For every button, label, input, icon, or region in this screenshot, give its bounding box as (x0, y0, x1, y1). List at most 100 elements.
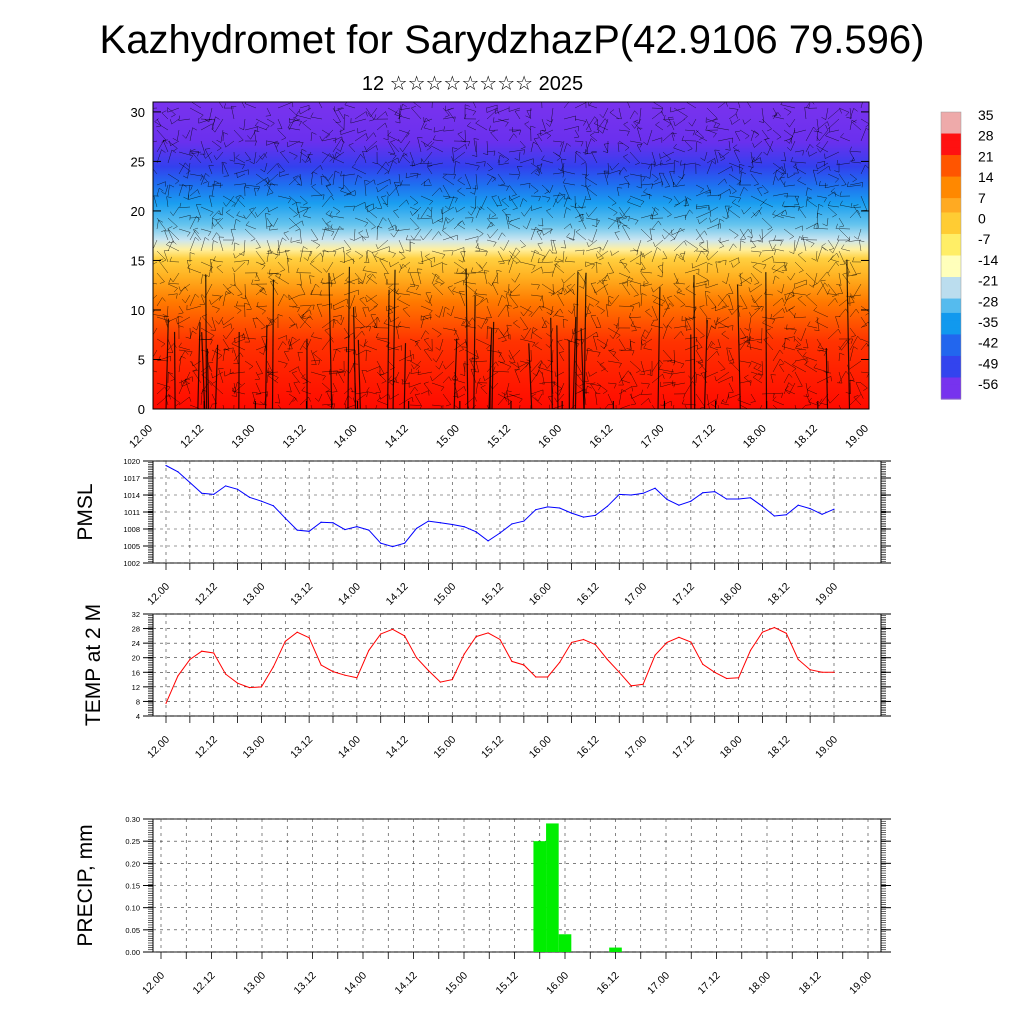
wind-barb (849, 108, 854, 120)
wind-barb-feather (779, 358, 784, 363)
wind-barb-feather (545, 344, 550, 348)
wind-barb (541, 184, 550, 192)
y-tick-label: 5 (138, 352, 145, 367)
wind-barb (838, 404, 842, 409)
x-tick-label: 13.12 (281, 423, 309, 451)
wind-barb (541, 195, 551, 199)
wind-barb (733, 147, 741, 153)
wind-barb-feather (351, 163, 356, 168)
wind-streak (657, 287, 661, 409)
data-point (487, 540, 489, 542)
wind-barb (354, 133, 367, 142)
wind-barb-feather (402, 153, 408, 157)
wind-barb (563, 196, 568, 208)
wind-barb (717, 137, 733, 142)
wind-barb (673, 360, 685, 365)
wind-barb (629, 338, 632, 350)
wind-barb-feather (720, 368, 726, 372)
wind-barb-feather (424, 348, 430, 351)
wind-barb (853, 397, 862, 406)
data-point (380, 633, 382, 635)
wind-barb-feather (762, 319, 767, 324)
wind-barb-feather (326, 184, 332, 187)
y-tick-label: 0.30 (125, 815, 140, 824)
wind-barb (728, 140, 731, 151)
colorbar-label: 7 (978, 190, 986, 206)
wind-barb-feather (816, 142, 821, 146)
data-point (535, 676, 537, 678)
wind-streak (214, 344, 219, 409)
wind-barb-feather (365, 111, 368, 117)
wind-barb (321, 250, 337, 252)
wind-barb (710, 206, 719, 212)
data-point (511, 523, 513, 525)
wind-barb (749, 338, 763, 342)
wind-barb-feather (350, 387, 354, 393)
wind-barb (849, 371, 855, 381)
wind-barb-feather (797, 348, 803, 351)
wind-barb-feather (291, 202, 297, 206)
wind-barb (497, 334, 511, 340)
wind-barb-feather (240, 352, 244, 358)
wind-barb (301, 390, 312, 395)
data-point (296, 631, 298, 633)
wind-barb (794, 283, 807, 289)
wind-barb-feather (284, 363, 288, 368)
wind-barb-feather (159, 187, 164, 192)
wind-barb (414, 394, 422, 406)
data-point (785, 632, 787, 634)
wind-barb-feather (333, 319, 336, 324)
wind-barb (651, 111, 663, 120)
wind-barb-feather (442, 263, 448, 265)
wind-barb-feather (267, 207, 269, 213)
wind-barb-feather (366, 392, 368, 398)
colorbar-label: 14 (978, 169, 994, 185)
wind-barb-feather (433, 282, 438, 286)
wind-barb-feather (617, 216, 622, 221)
wind-barb-feather (503, 290, 509, 293)
wind-barb-feather (192, 369, 197, 372)
wind-barb (655, 239, 664, 247)
y-tick-label: 0.05 (125, 926, 140, 935)
wind-barb (200, 173, 206, 186)
wind-barb (563, 143, 568, 153)
wind-barb-feather (709, 206, 711, 212)
wind-barb-feather (243, 214, 247, 220)
wind-barb (618, 206, 627, 219)
wind-barb-feather (386, 191, 390, 197)
wind-barb-feather (741, 337, 747, 340)
wind-barb (442, 263, 444, 274)
wind-barb-feather (472, 154, 477, 157)
wind-barb-feather (467, 122, 471, 127)
wind-barb (288, 323, 297, 329)
wind-barb (432, 217, 444, 224)
wind-barb (765, 330, 774, 340)
data-point (427, 669, 430, 672)
wind-barb (178, 346, 191, 351)
wind-barb-feather (731, 199, 736, 203)
wind-barb (519, 198, 524, 208)
wind-barb-feather (584, 174, 590, 178)
x-tick-label: 12.00 (145, 581, 172, 608)
wind-barb-feather (373, 132, 377, 138)
wind-barb-feather (189, 155, 193, 161)
wind-barb (715, 305, 730, 312)
colorbar-frame (940, 111, 962, 400)
wind-barb (853, 205, 862, 219)
wind-barb-feather (574, 202, 577, 208)
wind-barb-feather (839, 108, 842, 114)
wind-barb (705, 291, 708, 307)
wind-barb (398, 250, 406, 258)
wind-barb (618, 272, 634, 280)
wind-barb-feather (686, 325, 688, 331)
wind-barb-feather (700, 188, 705, 193)
wind-barb (310, 228, 319, 240)
wind-barb (508, 133, 514, 142)
wind-barb-feather (733, 144, 738, 148)
wind-barb (530, 327, 534, 340)
wind-barb (794, 404, 797, 409)
wind-barb-feather (183, 175, 188, 179)
wind-barb-feather (810, 243, 815, 248)
wind-barb-feather (545, 320, 550, 325)
